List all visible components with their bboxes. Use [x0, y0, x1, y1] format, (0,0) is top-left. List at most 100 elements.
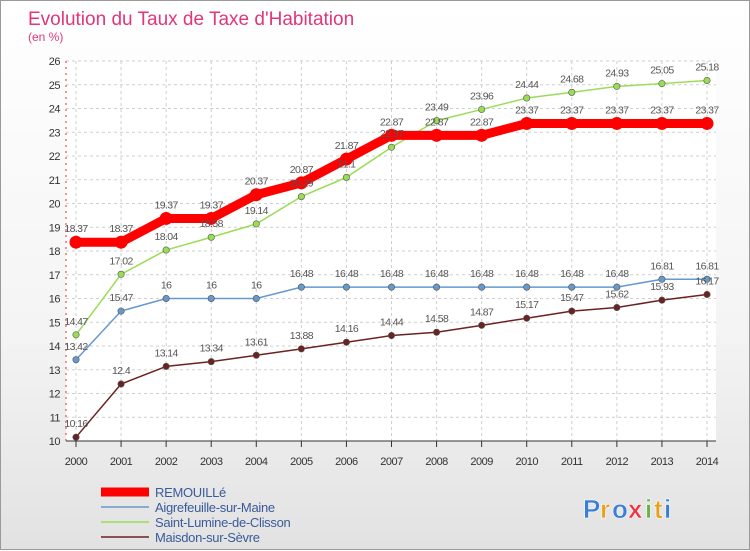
data-label: 21.1	[337, 158, 356, 170]
data-label: 14.58	[425, 313, 449, 325]
data-point	[252, 294, 260, 302]
data-point	[478, 105, 486, 113]
data-point	[523, 94, 531, 102]
data-label: 19.14	[245, 205, 269, 217]
axes: 10 11 12 13 14 15 16 17 18 19 20 21 22 23 24 25 26 2000 20…	[49, 56, 719, 468]
legend: REMOUILLéAigrefeuille-sur-MaineSaint-Lum…	[101, 485, 291, 545]
data-label: 14.16	[335, 323, 359, 335]
data-point	[387, 332, 395, 340]
data-label: 16.17	[695, 275, 719, 287]
data-point	[339, 152, 353, 166]
data-point	[655, 116, 669, 130]
x-tick-label: 2002	[155, 456, 178, 468]
data-label: 12.4	[112, 365, 131, 377]
data-label: 23.37	[560, 104, 584, 116]
data-label: 14.87	[470, 306, 494, 318]
y-tick-label: 23	[49, 127, 61, 139]
x-tick-label: 2003	[200, 456, 223, 468]
x-tick-label: 2000	[65, 456, 88, 468]
data-point	[204, 211, 218, 225]
data-label: 16.48	[515, 268, 539, 280]
data-label: 18.58	[200, 218, 224, 230]
data-label: 13.88	[290, 330, 314, 342]
data-label: 23.37	[515, 104, 539, 116]
data-label: 23.96	[470, 90, 494, 102]
data-label: 16.48	[290, 268, 314, 280]
data-label: 13.14	[155, 347, 179, 359]
data-label: 14.47	[64, 316, 88, 328]
data-point	[430, 128, 444, 142]
data-point	[613, 82, 621, 90]
x-tick-label: 2014	[696, 456, 719, 468]
x-tick-label: 2013	[651, 456, 674, 468]
data-point	[658, 296, 666, 304]
data-label: 16.81	[695, 260, 719, 272]
data-label: 23.37	[650, 104, 674, 116]
data-point	[520, 116, 534, 130]
data-label: 16.48	[335, 268, 359, 280]
y-tick-label: 25	[49, 80, 61, 92]
y-tick-label: 19	[49, 222, 61, 234]
data-point	[433, 117, 441, 125]
data-point	[297, 193, 305, 201]
y-tick-label: 22	[49, 151, 61, 163]
data-point	[568, 283, 576, 291]
data-point	[387, 143, 395, 151]
data-label: 15.47	[109, 292, 133, 304]
y-tick-label: 21	[49, 175, 61, 187]
legend-label: REMOUILLé	[155, 485, 226, 500]
x-tick-label: 2006	[335, 456, 358, 468]
data-point	[568, 88, 576, 96]
data-point	[565, 116, 579, 130]
legend-label: Maisdon-sur-Sèvre	[155, 530, 260, 545]
data-point	[568, 307, 576, 315]
data-label: 19.37	[155, 199, 179, 211]
chart-title: Evolution du Taux de Taxe d'Habitation	[28, 9, 354, 30]
x-tick-label: 2004	[245, 456, 268, 468]
data-label: 22.87	[470, 116, 494, 128]
data-label: 18.37	[109, 223, 133, 235]
data-point	[117, 270, 125, 278]
legend-label: Aigrefeuille-sur-Maine	[155, 500, 275, 515]
x-tick-label: 2008	[425, 456, 448, 468]
data-label: 22.37	[380, 128, 404, 140]
data-point	[207, 358, 215, 366]
y-tick-label: 11	[50, 412, 61, 424]
data-label: 13.42	[64, 341, 88, 353]
chart-subtitle: (en %)	[28, 30, 63, 44]
data-point	[342, 173, 350, 181]
y-tick-label: 20	[49, 199, 61, 211]
data-point	[117, 307, 125, 315]
data-label: 15.93	[650, 281, 674, 293]
data-point	[433, 328, 441, 336]
data-label: 16.48	[560, 268, 584, 280]
data-label: 22.87	[425, 116, 449, 128]
y-tick-label: 12	[49, 389, 61, 401]
x-tick-label: 2001	[110, 456, 133, 468]
data-point	[207, 294, 215, 302]
data-label: 18.04	[155, 231, 179, 243]
data-label: 13.61	[245, 336, 269, 348]
data-label: 24.68	[560, 73, 584, 85]
data-label: 16.48	[605, 268, 629, 280]
data-point	[162, 362, 170, 370]
data-point	[72, 356, 80, 364]
data-point	[249, 188, 263, 202]
data-label: 16	[161, 280, 172, 292]
data-point	[294, 176, 308, 190]
data-point	[658, 275, 666, 283]
data-label: 22.87	[380, 116, 404, 128]
data-point	[72, 331, 80, 339]
data-label: 16.48	[470, 268, 494, 280]
x-tick-label: 2012	[606, 456, 629, 468]
data-point	[658, 80, 666, 88]
data-label: 13.34	[200, 343, 224, 355]
data-point	[162, 246, 170, 254]
data-point	[117, 380, 125, 388]
data-label: 20.87	[290, 164, 314, 176]
data-point	[523, 283, 531, 291]
data-label: 15.17	[515, 299, 539, 311]
y-tick-label: 18	[49, 246, 61, 258]
